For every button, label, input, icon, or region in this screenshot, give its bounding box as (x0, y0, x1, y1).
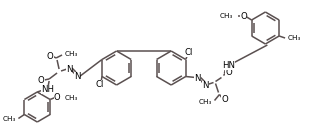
Text: CH₃: CH₃ (65, 51, 78, 57)
Text: Cl: Cl (96, 80, 104, 89)
Text: NH: NH (41, 85, 54, 94)
Text: O: O (240, 12, 247, 20)
Text: CH₃: CH₃ (288, 35, 301, 41)
Text: O: O (225, 68, 232, 77)
Text: O: O (47, 52, 54, 60)
Text: Cl: Cl (185, 48, 193, 57)
Text: O: O (221, 95, 228, 104)
Text: CH₃: CH₃ (65, 95, 78, 100)
Text: CH₃: CH₃ (198, 99, 212, 105)
Text: N: N (74, 71, 80, 80)
Text: CH₃: CH₃ (219, 13, 233, 19)
Text: HN: HN (222, 61, 235, 70)
Text: O: O (38, 75, 44, 85)
Text: N: N (202, 81, 209, 90)
Text: N: N (66, 64, 72, 74)
Text: CH₃: CH₃ (3, 116, 16, 121)
Text: N: N (194, 74, 201, 83)
Text: O: O (54, 93, 60, 102)
